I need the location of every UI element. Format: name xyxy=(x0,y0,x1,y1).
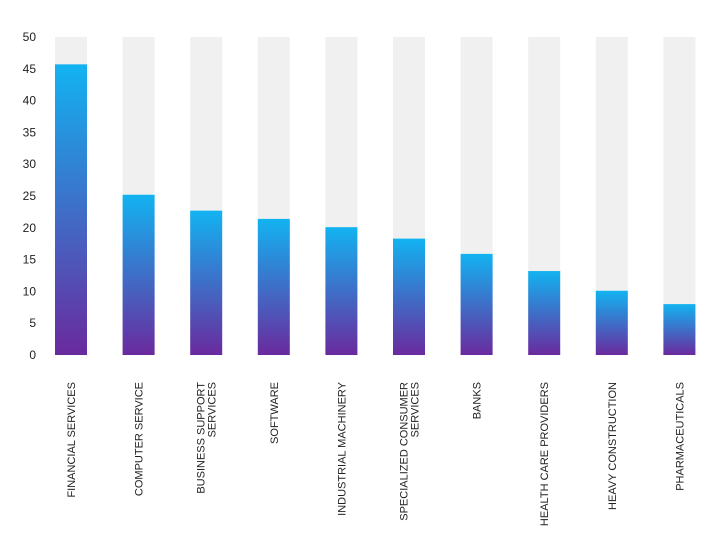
y-tick-label: 20 xyxy=(23,221,37,235)
y-tick-label: 45 xyxy=(23,62,37,76)
x-tick-label-line: COMPUTER SERVICE xyxy=(134,382,146,496)
bar xyxy=(595,290,628,355)
x-tick-label-line: HEAVY CONSTRUCTION xyxy=(607,382,619,510)
x-axis: FINANCIAL SERVICES COMPUTER SERVICE BUSINE… xyxy=(66,381,686,526)
y-tick-label: 30 xyxy=(23,157,37,171)
x-tick-label-line: PHARMACEUTICALS xyxy=(674,382,686,491)
bar xyxy=(460,253,493,355)
bar xyxy=(257,218,290,355)
x-tick-label-line: SERVICES xyxy=(410,382,422,437)
x-tick-label-line: BANKS xyxy=(472,382,484,419)
y-tick-label: 50 xyxy=(23,30,37,44)
x-tick-label: HEAVY CONSTRUCTION xyxy=(607,382,619,510)
x-tick-label-line: BUSINESS SUPPORT xyxy=(196,382,208,494)
bar xyxy=(190,210,223,355)
y-tick-label: 35 xyxy=(23,125,37,139)
y-tick-label: 40 xyxy=(23,94,37,108)
y-tick-label: 25 xyxy=(23,189,37,203)
y-tick-label: 15 xyxy=(23,253,37,267)
x-tick-label: INDUSTRIAL MACHINERY xyxy=(336,381,348,516)
bar xyxy=(325,227,358,355)
x-tick-label: BANKS xyxy=(472,382,484,419)
x-tick-label: FINANCIAL SERVICES xyxy=(66,382,78,498)
bars xyxy=(55,37,696,356)
y-tick-label: 10 xyxy=(23,284,37,298)
x-tick-label-line: SOFTWARE xyxy=(269,382,281,444)
x-tick-label-line: SERVICES xyxy=(207,382,219,437)
x-tick-label-line: INDUSTRIAL MACHINERY xyxy=(336,381,348,516)
y-tick-label: 0 xyxy=(29,348,36,362)
x-tick-label-line: FINANCIAL SERVICES xyxy=(66,382,78,498)
bar xyxy=(122,194,155,355)
y-tick-label: 5 xyxy=(29,316,36,330)
bar xyxy=(663,304,696,355)
x-tick-label: COMPUTER SERVICE xyxy=(134,382,146,496)
x-tick-label-line: SPECIALIZED CONSUMER xyxy=(399,382,411,521)
x-tick-label: SPECIALIZED CONSUMERSERVICES xyxy=(399,382,422,521)
bar xyxy=(393,238,425,355)
x-tick-label-line: HEALTH CARE PROVIDERS xyxy=(539,382,551,526)
x-tick-label: SOFTWARE xyxy=(269,382,281,444)
y-axis: 0 5 10 15 20 25 30 35 40 45 50 xyxy=(23,30,37,362)
x-tick-label: HEALTH CARE PROVIDERS xyxy=(539,382,551,526)
bar-background xyxy=(663,37,696,355)
bar xyxy=(528,271,561,355)
x-tick-label: BUSINESS SUPPORTSERVICES xyxy=(196,382,219,494)
bar xyxy=(55,64,87,356)
x-tick-label: PHARMACEUTICALS xyxy=(674,382,686,491)
